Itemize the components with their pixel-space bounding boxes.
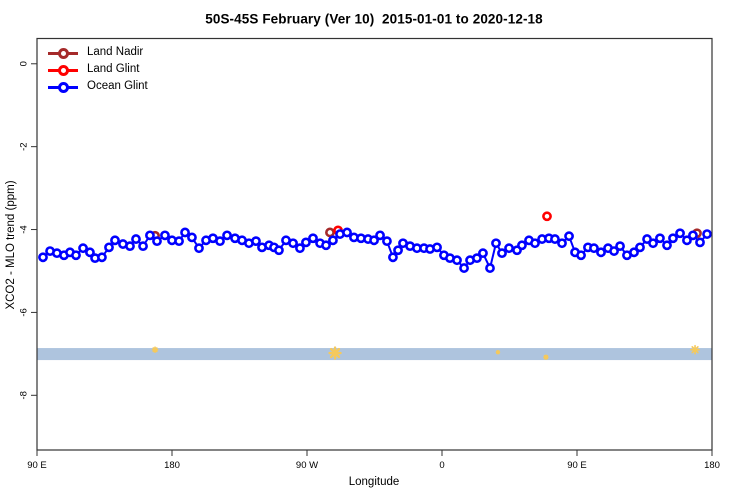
ocean-glint-point	[530, 238, 540, 249]
ocean-glint-point	[85, 247, 95, 258]
ocean-glint-point	[145, 230, 155, 241]
ocean-glint-point	[375, 230, 385, 241]
ocean-glint-point	[295, 243, 305, 254]
ocean-glint-point	[174, 236, 184, 247]
ocean-glint-point	[485, 263, 495, 273]
band-star-mark	[495, 349, 501, 355]
ocean-glint-point	[576, 250, 586, 261]
ocean-glint-point	[564, 231, 574, 242]
y-tick-label: 0	[19, 61, 30, 66]
legend-label: Land Nadir	[87, 46, 144, 58]
ocean-glint-point	[187, 232, 197, 243]
x-tick-label: 90 W	[296, 460, 318, 471]
y-tick-label: -6	[19, 308, 30, 316]
plot-border	[36, 37, 713, 451]
ocean-glint-point	[472, 253, 482, 264]
ocean-glint-point	[97, 252, 107, 263]
land-nadir-point	[325, 227, 335, 238]
ocean-glint-point	[629, 247, 639, 258]
ocean-glint-point	[301, 237, 311, 248]
ocean-glint-point	[194, 243, 204, 254]
land-nadir-symbol-icon	[48, 47, 78, 59]
ocean-glint-point	[478, 248, 488, 259]
x-tick-label: 180	[704, 460, 720, 471]
ocean-glint-point	[342, 227, 352, 238]
ocean-glint-point	[393, 245, 403, 256]
ocean-glint-point	[517, 240, 527, 251]
ocean-glint-point	[695, 237, 705, 248]
land-glint-symbol-icon	[48, 64, 78, 76]
legend: Land Nadir Land Glint Ocean Glint	[48, 44, 148, 95]
ocean-glint-point	[589, 243, 599, 254]
legend-label: Land Glint	[87, 63, 140, 75]
ocean-glint-point	[274, 245, 284, 256]
x-tick-label: 180	[164, 460, 180, 471]
ocean-glint-point	[675, 228, 685, 239]
ocean-glint-point	[688, 230, 698, 241]
ocean-glint-point	[682, 235, 692, 246]
ocean-glint-point	[104, 242, 114, 253]
ocean-glint-point	[71, 250, 81, 261]
legend-entry-land-glint: Land Glint	[48, 61, 148, 78]
legend-entry-ocean-glint: Ocean Glint	[48, 78, 148, 95]
legend-entry-land-nadir: Land Nadir	[48, 44, 148, 61]
ocean-glint-point	[321, 240, 331, 251]
y-axis-title: XCO2 - MLO trend (ppm)	[5, 180, 17, 310]
x-tick-label: 0	[439, 460, 444, 471]
ocean-glint-point	[110, 235, 120, 246]
ocean-glint-point	[702, 229, 712, 239]
ocean-glint-point	[655, 233, 665, 244]
ocean-glint-point	[160, 230, 170, 241]
ocean-glint-point	[78, 243, 88, 254]
ocean-glint-point	[215, 236, 225, 247]
ocean-glint-point	[459, 263, 469, 273]
ocean-glint-point	[251, 236, 261, 247]
ocean-glint-point	[180, 227, 190, 238]
band-star-mark	[543, 354, 549, 360]
x-tick-label: 90 E	[27, 460, 47, 471]
ocean-glint-point	[662, 240, 672, 251]
ocean-glint-point	[497, 248, 507, 259]
ocean-glint-point	[382, 236, 392, 247]
ocean-glint-point	[452, 255, 462, 266]
y-tick-label: -8	[19, 391, 30, 399]
chart-title: 50S-45S February (Ver 10) 2015-01-01 to …	[205, 11, 543, 27]
ocean-glint-point	[388, 252, 398, 263]
band-star-mark	[151, 346, 159, 354]
ocean-glint-point	[550, 234, 560, 244]
ocean-glint-point	[222, 230, 232, 241]
ocean-glint-point	[131, 234, 141, 244]
threshold-band	[37, 348, 712, 361]
ocean-glint-point	[609, 246, 619, 256]
land-glint-point	[542, 211, 552, 222]
ocean-glint-point	[432, 242, 442, 253]
ocean-glint-point	[138, 241, 148, 252]
ocean-glint-point	[648, 238, 658, 249]
band-star-mark	[690, 344, 700, 355]
legend-label: Ocean Glint	[87, 80, 148, 92]
ocean-glint-point	[38, 252, 48, 263]
band-star-mark	[328, 346, 342, 360]
ocean-glint-point	[615, 241, 625, 252]
x-axis-title: Longitude	[348, 476, 400, 488]
x-tick-label: 90 E	[567, 460, 587, 471]
ocean-glint-point	[288, 238, 298, 249]
ocean-glint-point	[308, 233, 318, 244]
ocean-glint-point	[328, 235, 338, 246]
y-tick-label: -4	[19, 225, 30, 233]
y-tick-label: -2	[19, 142, 30, 150]
ocean-glint-point	[504, 243, 514, 254]
ocean-glint-point	[125, 241, 135, 252]
ocean-glint-point	[596, 247, 606, 258]
ocean-glint-point	[557, 238, 567, 249]
ocean-glint-point	[635, 242, 645, 253]
ocean-glint-point	[369, 235, 379, 246]
ocean-glint-point	[491, 238, 501, 249]
ocean-glint-point	[152, 236, 162, 247]
ocean-glint-point	[668, 233, 678, 244]
ocean-glint-symbol-icon	[48, 81, 78, 93]
